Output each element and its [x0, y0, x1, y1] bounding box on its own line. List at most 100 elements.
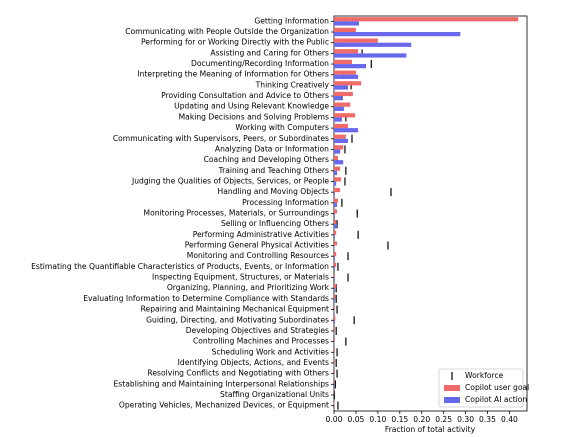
bar [334, 134, 346, 139]
bar [334, 266, 335, 272]
x-tick-label: 0.00 [326, 415, 343, 424]
bar [334, 316, 336, 321]
y-tick-label: Estimating the Quantifiable Characterist… [31, 262, 329, 271]
y-tick-label: Documenting/Recording Information [191, 59, 329, 68]
bar [334, 202, 338, 208]
x-tick-label: 0.10 [369, 415, 386, 424]
legend-label: Workforce [465, 371, 504, 380]
y-tick-label: Repairing and Maintaining Mechanical Equ… [141, 305, 329, 314]
y-tick-label: Monitoring and Controlling Resources [187, 251, 329, 260]
bar [334, 91, 353, 97]
y-tick-label: Communicating with Supervisors, Peers, o… [113, 134, 329, 143]
y-tick-label: Performing for or Working Directly with … [141, 38, 329, 47]
x-tick-label: 0.05 [347, 415, 364, 424]
bar [334, 81, 362, 86]
bar [334, 177, 342, 182]
bar [334, 70, 356, 75]
x-tick-label: 0.25 [435, 415, 452, 424]
bar [334, 213, 335, 218]
y-tick-label: Communicating with People Outside the Or… [125, 27, 329, 36]
bar [334, 262, 337, 267]
bar [334, 74, 359, 79]
bar [334, 170, 338, 175]
legend-label: Copilot AI action [465, 395, 527, 404]
bar [334, 32, 461, 37]
y-tick-label: Scheduling Work and Activities [212, 347, 329, 356]
bar [334, 358, 335, 363]
plot-frame [333, 15, 528, 412]
bar [334, 38, 378, 43]
bar [334, 326, 335, 331]
y-tick-label: Guiding, Directing, and Motivating Subor… [146, 315, 329, 324]
y-tick-label: Identifying Objects, Actions, and Events [178, 358, 329, 367]
bar [334, 160, 344, 165]
y-tick-label: Handling and Moving Objects [218, 187, 330, 196]
bar [334, 102, 351, 107]
y-tick-label: Controlling Machines and Processes [193, 337, 329, 346]
y-tick-label: Developing Objectives and Strategies [186, 326, 329, 335]
y-tick-label: Interpreting the Meaning of Information … [137, 70, 329, 79]
bar [334, 209, 338, 214]
bar [334, 230, 337, 235]
bar [334, 166, 341, 171]
bar [334, 192, 335, 197]
bar [334, 252, 337, 257]
bar [334, 273, 335, 278]
y-tick-label: Monitoring Processes, Materials, or Surr… [144, 209, 330, 218]
bar [334, 106, 345, 111]
x-axis-label: Fraction of total activity [385, 425, 476, 434]
bar [334, 128, 359, 133]
bar [334, 49, 359, 54]
bar [334, 277, 335, 282]
y-tick-label: Staffing Organizational Units [220, 390, 329, 399]
bar [334, 149, 341, 154]
y-tick-label: Performing General Physical Activities [185, 241, 329, 250]
bar [334, 53, 407, 58]
x-tick-label: 0.20 [413, 415, 430, 424]
bar [334, 117, 342, 122]
y-tick-label: Assisting and Caring for Others [210, 48, 329, 57]
x-tick-label: 0.40 [501, 415, 518, 424]
y-tick-label: Inspecting Equipment, Structures, or Mat… [152, 273, 329, 282]
bar [334, 305, 335, 310]
y-tick-label: Making Decisions and Solving Problems [179, 112, 329, 121]
y-tick-label: Establishing and Maintaining Interperson… [114, 379, 330, 388]
bar [334, 145, 344, 150]
bar [334, 320, 335, 325]
x-tick-label: 0.30 [457, 415, 474, 424]
y-tick-label: Getting Information [254, 16, 329, 25]
legend-label: Copilot user goal [465, 383, 529, 392]
y-tick-label: Thinking Creatively [255, 80, 330, 89]
y-tick-label: Resolving Conflicts and Negotiating with… [147, 369, 329, 378]
bar [334, 181, 337, 186]
bar [334, 284, 337, 289]
bar [334, 27, 356, 33]
y-tick-label: Updating and Using Relevant Knowledge [174, 102, 329, 111]
bar [334, 288, 335, 293]
y-tick-label: Providing Consultation and Advice to Oth… [161, 91, 329, 100]
bar [334, 298, 335, 304]
x-tick-label: 0.15 [391, 415, 408, 424]
y-tick-label: Organizing, Planning, and Prioritizing W… [167, 283, 330, 292]
y-tick-label: Processing Information [242, 198, 329, 207]
legend-swatch [444, 385, 460, 391]
bar [334, 96, 342, 101]
bar [334, 85, 349, 90]
bar [334, 21, 360, 26]
bar [334, 348, 335, 353]
bar [334, 198, 338, 203]
bar [334, 17, 519, 22]
y-tick-label: Training and Teaching Others [218, 166, 329, 175]
y-tick-label: Analyzing Data or Information [215, 144, 329, 153]
y-tick-label: Evaluating Information to Determine Comp… [83, 294, 329, 303]
bar [334, 187, 341, 193]
bar [334, 138, 349, 143]
y-tick-label: Coaching and Developing Others [204, 155, 329, 164]
bar [334, 155, 338, 161]
bar [334, 123, 349, 129]
bar [334, 64, 367, 69]
bar [334, 294, 336, 299]
x-tick-label: 0.35 [479, 415, 496, 424]
